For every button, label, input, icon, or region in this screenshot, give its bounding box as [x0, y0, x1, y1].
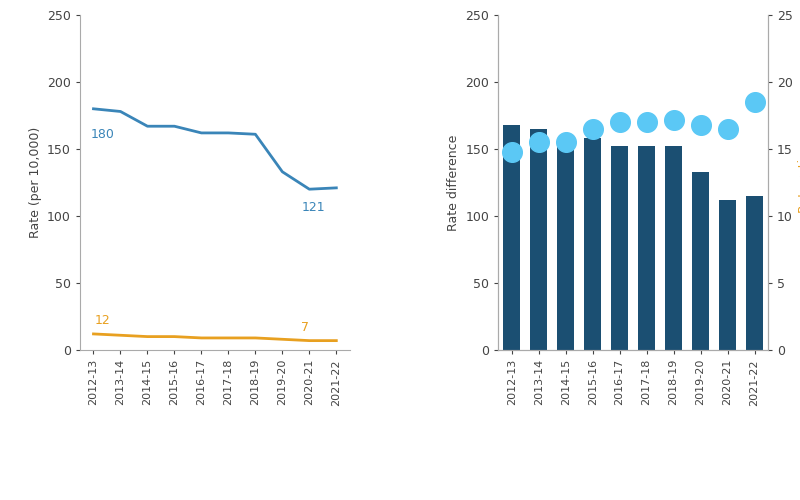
- Bar: [718, 200, 736, 350]
- Y-axis label: Rate (per 10,000): Rate (per 10,000): [29, 127, 42, 238]
- Legend: First Nations, Non-Indigenous: First Nations, Non-Indigenous: [86, 497, 219, 500]
- Point: [694, 121, 707, 129]
- Bar: [503, 124, 521, 350]
- Point: [586, 125, 599, 133]
- Legend: Rate difference (absolute gap), Rate ratio: Rate difference (absolute gap), Rate rat…: [505, 497, 731, 500]
- Y-axis label: Rate ratio: Rate ratio: [798, 152, 800, 214]
- Text: 7: 7: [302, 321, 310, 334]
- Text: 12: 12: [95, 314, 110, 327]
- Point: [559, 138, 572, 146]
- Point: [748, 98, 761, 106]
- Point: [721, 125, 734, 133]
- Bar: [638, 146, 655, 350]
- Bar: [692, 172, 710, 350]
- Text: 121: 121: [302, 202, 325, 214]
- Bar: [530, 129, 547, 350]
- Y-axis label: Rate difference: Rate difference: [446, 134, 460, 230]
- Bar: [746, 196, 763, 350]
- Bar: [584, 138, 602, 350]
- Bar: [665, 146, 682, 350]
- Bar: [611, 146, 628, 350]
- Point: [532, 138, 545, 146]
- Point: [614, 118, 626, 126]
- Point: [667, 116, 680, 124]
- Bar: [557, 140, 574, 350]
- Point: [640, 118, 653, 126]
- Point: [506, 148, 518, 156]
- Text: 180: 180: [90, 128, 114, 140]
